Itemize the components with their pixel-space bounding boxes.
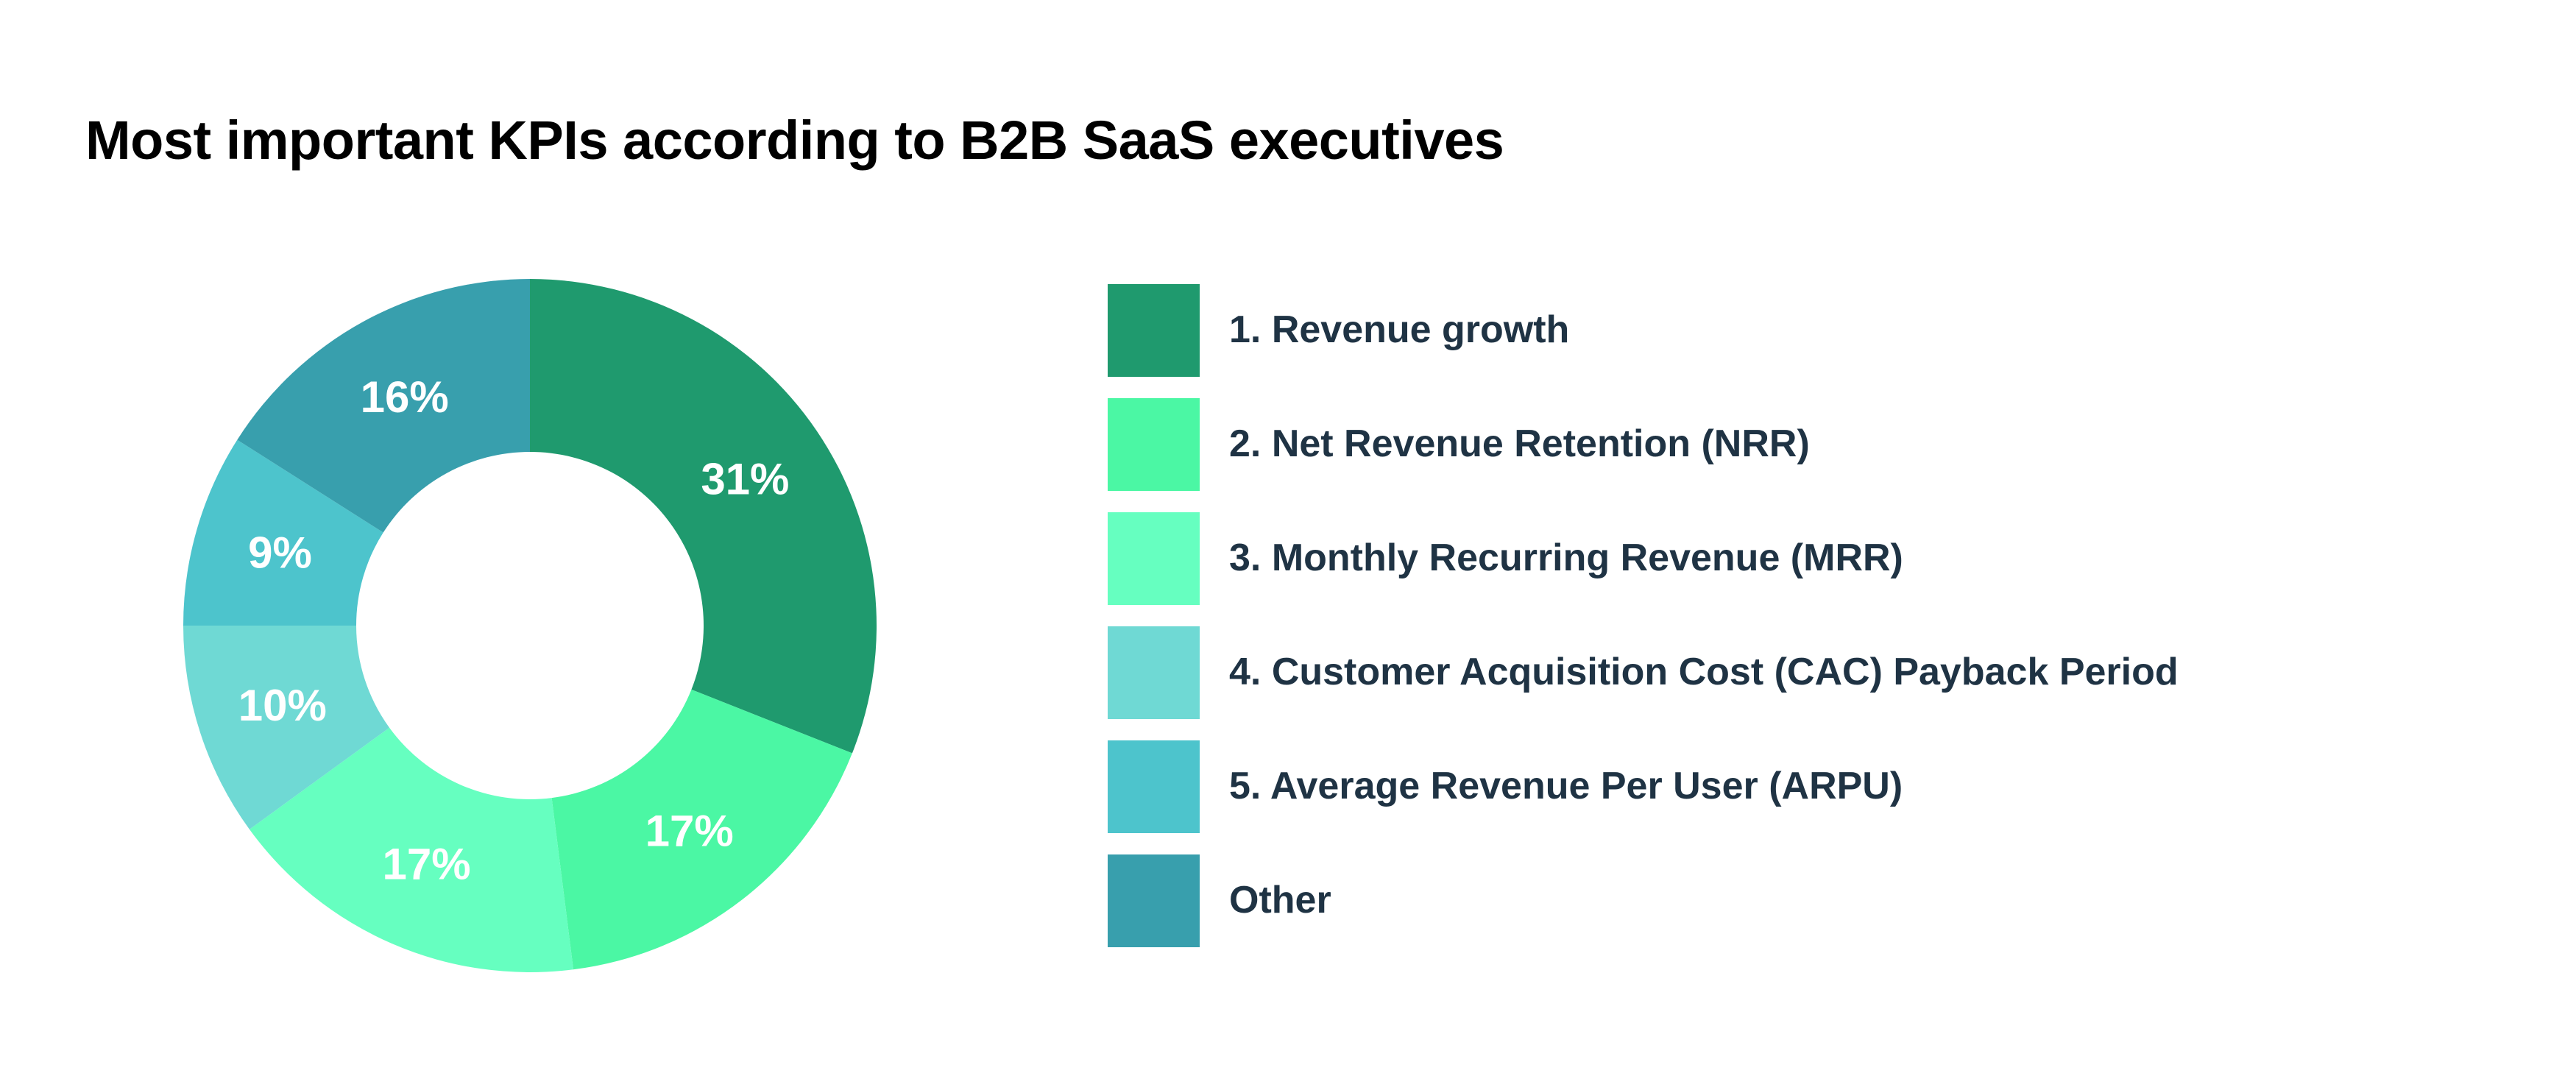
legend-item: Other [1108, 854, 2506, 947]
legend-item: 1. Revenue growth [1108, 284, 2506, 377]
data-label: 16% [361, 372, 449, 422]
legend-item: 2. Net Revenue Retention (NRR) [1108, 398, 2506, 491]
legend-label: 3. Monthly Recurring Revenue (MRR) [1229, 537, 1903, 579]
donut-slice [237, 279, 530, 533]
donut-slice [183, 626, 390, 829]
legend-label: 1. Revenue growth [1229, 308, 1570, 351]
legend-item: 5. Average Revenue Per User (ARPU) [1108, 740, 2506, 833]
donut-slice [530, 279, 877, 754]
legend-item: 4. Customer Acquisition Cost (CAC) Payba… [1108, 626, 2506, 719]
legend-swatch [1108, 512, 1200, 605]
donut-slice [183, 439, 383, 626]
legend-label: 2. Net Revenue Retention (NRR) [1229, 422, 1810, 465]
legend-swatch [1108, 398, 1200, 491]
data-label: 9% [248, 528, 312, 577]
donut-slice [551, 689, 852, 970]
data-label: 31% [701, 454, 789, 503]
data-label: 17% [645, 806, 734, 855]
donut-chart: 31% 17% 17% 10% 9% 16% [183, 279, 877, 972]
legend-swatch [1108, 284, 1200, 377]
legend-item: 3. Monthly Recurring Revenue (MRR) [1108, 512, 2506, 605]
legend-swatch [1108, 854, 1200, 947]
legend-swatch [1108, 740, 1200, 833]
legend-swatch [1108, 626, 1200, 719]
legend-label: 5. Average Revenue Per User (ARPU) [1229, 765, 1903, 807]
donut-slice [249, 727, 574, 972]
legend-label: 4. Customer Acquisition Cost (CAC) Payba… [1229, 651, 2179, 693]
chart-title: Most important KPIs according to B2B Saa… [85, 110, 1504, 171]
data-label: 10% [238, 681, 327, 730]
data-label: 17% [383, 839, 471, 888]
legend-label: Other [1229, 879, 1331, 921]
